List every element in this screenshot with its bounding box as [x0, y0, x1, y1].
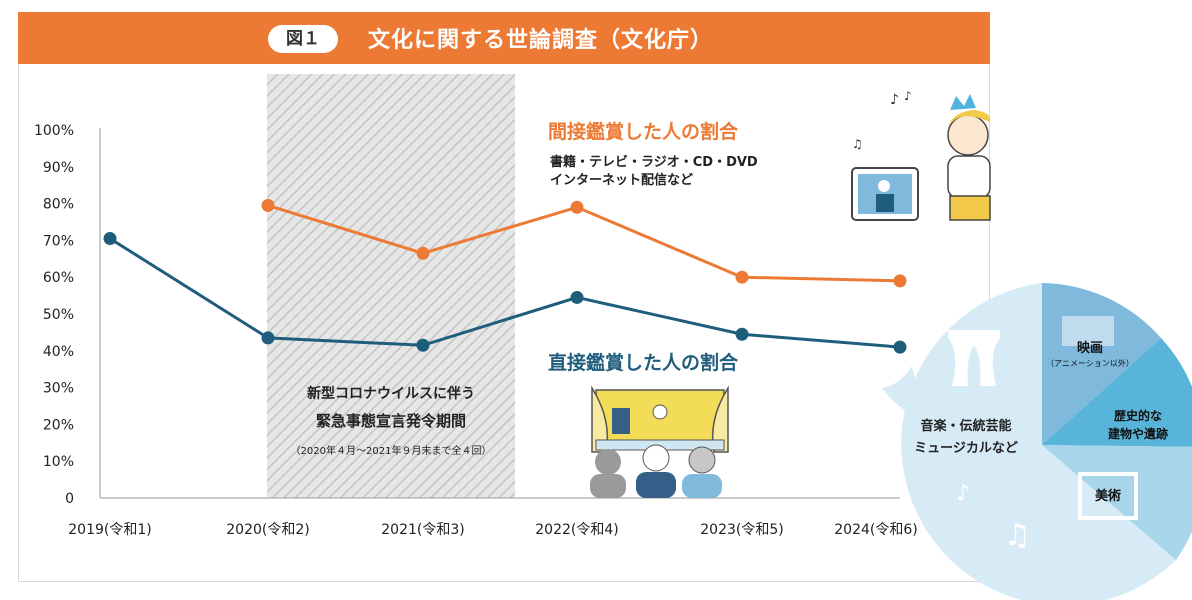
y-tick-label: 70% — [43, 233, 74, 249]
indirect-series-label: 間接鑑賞した人の割合 — [548, 120, 739, 143]
y-tick-label: 80% — [43, 197, 74, 213]
y-tick-label: 30% — [43, 381, 74, 397]
pie-speech-tail — [882, 366, 924, 420]
data-point-1 — [570, 290, 584, 304]
y-tick-labels: 100% 90% 80% 70% 60% 50% 40% 30% 20% 10% 0 — [34, 123, 74, 507]
data-point-1 — [261, 331, 275, 345]
title-banner — [18, 12, 990, 64]
pie-film-note: （アニメーション以外） — [1046, 358, 1134, 368]
pie-historic-label-2: 建物や遺跡 — [1107, 426, 1168, 441]
frame-icon — [1078, 472, 1138, 520]
genre-pie: ♪ ♫ — [882, 283, 1192, 600]
covid-annotation-line-1: 新型コロナウイルスに伴う — [307, 385, 475, 402]
figure-title: 文化に関する世論調査（文化庁） — [368, 28, 714, 53]
film-clapper-icon — [1062, 316, 1114, 346]
data-point-0 — [416, 246, 430, 260]
y-tick-label: 50% — [43, 307, 74, 323]
svg-text:♪: ♪ — [890, 92, 899, 108]
data-point-1 — [416, 338, 430, 352]
tv-fan-illustration: ♪ ♪ ♫ — [851, 89, 991, 221]
pie-historic-slice — [1042, 338, 1192, 447]
curtain-icon — [948, 330, 1000, 386]
data-point-1 — [103, 232, 117, 246]
x-tick-label: 2022(令和4) — [535, 522, 618, 538]
data-point-0 — [893, 274, 907, 288]
series-line-1 — [109, 237, 901, 349]
y-tick-label: 10% — [43, 454, 74, 470]
music-note-icon: ♪ — [956, 481, 970, 506]
pie-film-label: 映画 — [1077, 340, 1103, 356]
pie-main-slice — [901, 283, 1176, 600]
y-tick-label: 60% — [43, 270, 74, 286]
x-tick-label: 2020(令和2) — [226, 522, 309, 538]
indirect-desc-line-1: 書籍・テレビ・ラジオ・CD・DVD — [550, 154, 758, 170]
theatre-audience-illustration — [590, 385, 729, 498]
x-tick-label: 2023(令和5) — [700, 522, 783, 538]
y-tick-label: 90% — [43, 160, 74, 176]
figure-label: 図１ — [268, 25, 338, 53]
direct-series-label: 直接鑑賞した人の割合 — [548, 351, 739, 374]
x-tick-label: 2024(令和6) — [834, 522, 917, 538]
x-tick-labels: 2019(令和1) 2020(令和2) 2021(令和3) 2022(令和4) 2023… — [68, 522, 917, 538]
music-notes-icon: ♫ — [1004, 518, 1031, 553]
x-tick-label: 2021(令和3) — [381, 522, 464, 538]
y-tick-label: 0 — [65, 491, 74, 507]
series-lines — [103, 198, 907, 354]
covid-annotation-line-2: 緊急事態宣言発令期間 — [316, 412, 466, 430]
indirect-desc-line-2: インターネット配信など — [550, 172, 693, 188]
data-point-0 — [735, 270, 749, 284]
data-point-1 — [893, 340, 907, 354]
data-point-0 — [261, 198, 275, 212]
y-tick-label: 40% — [43, 344, 74, 360]
covid-period-shade — [267, 74, 515, 498]
covid-annotation-note: （2020年４月～2021年９月末まで全４回） — [291, 444, 492, 457]
pie-art-label: 美術 — [1095, 488, 1121, 504]
data-point-0 — [570, 200, 584, 214]
svg-text:♪: ♪ — [904, 89, 912, 103]
pie-music-label-1: 音楽・伝統芸能 — [920, 418, 1011, 434]
x-tick-label: 2019(令和1) — [68, 522, 151, 538]
data-point-1 — [735, 327, 749, 341]
y-tick-label: 20% — [43, 417, 74, 433]
pie-historic-label-1: 歴史的な — [1114, 408, 1162, 423]
pie-music-label-2: ミュージカルなど — [914, 441, 1018, 456]
y-tick-label: 100% — [34, 123, 74, 139]
svg-text:♫: ♫ — [852, 137, 863, 151]
